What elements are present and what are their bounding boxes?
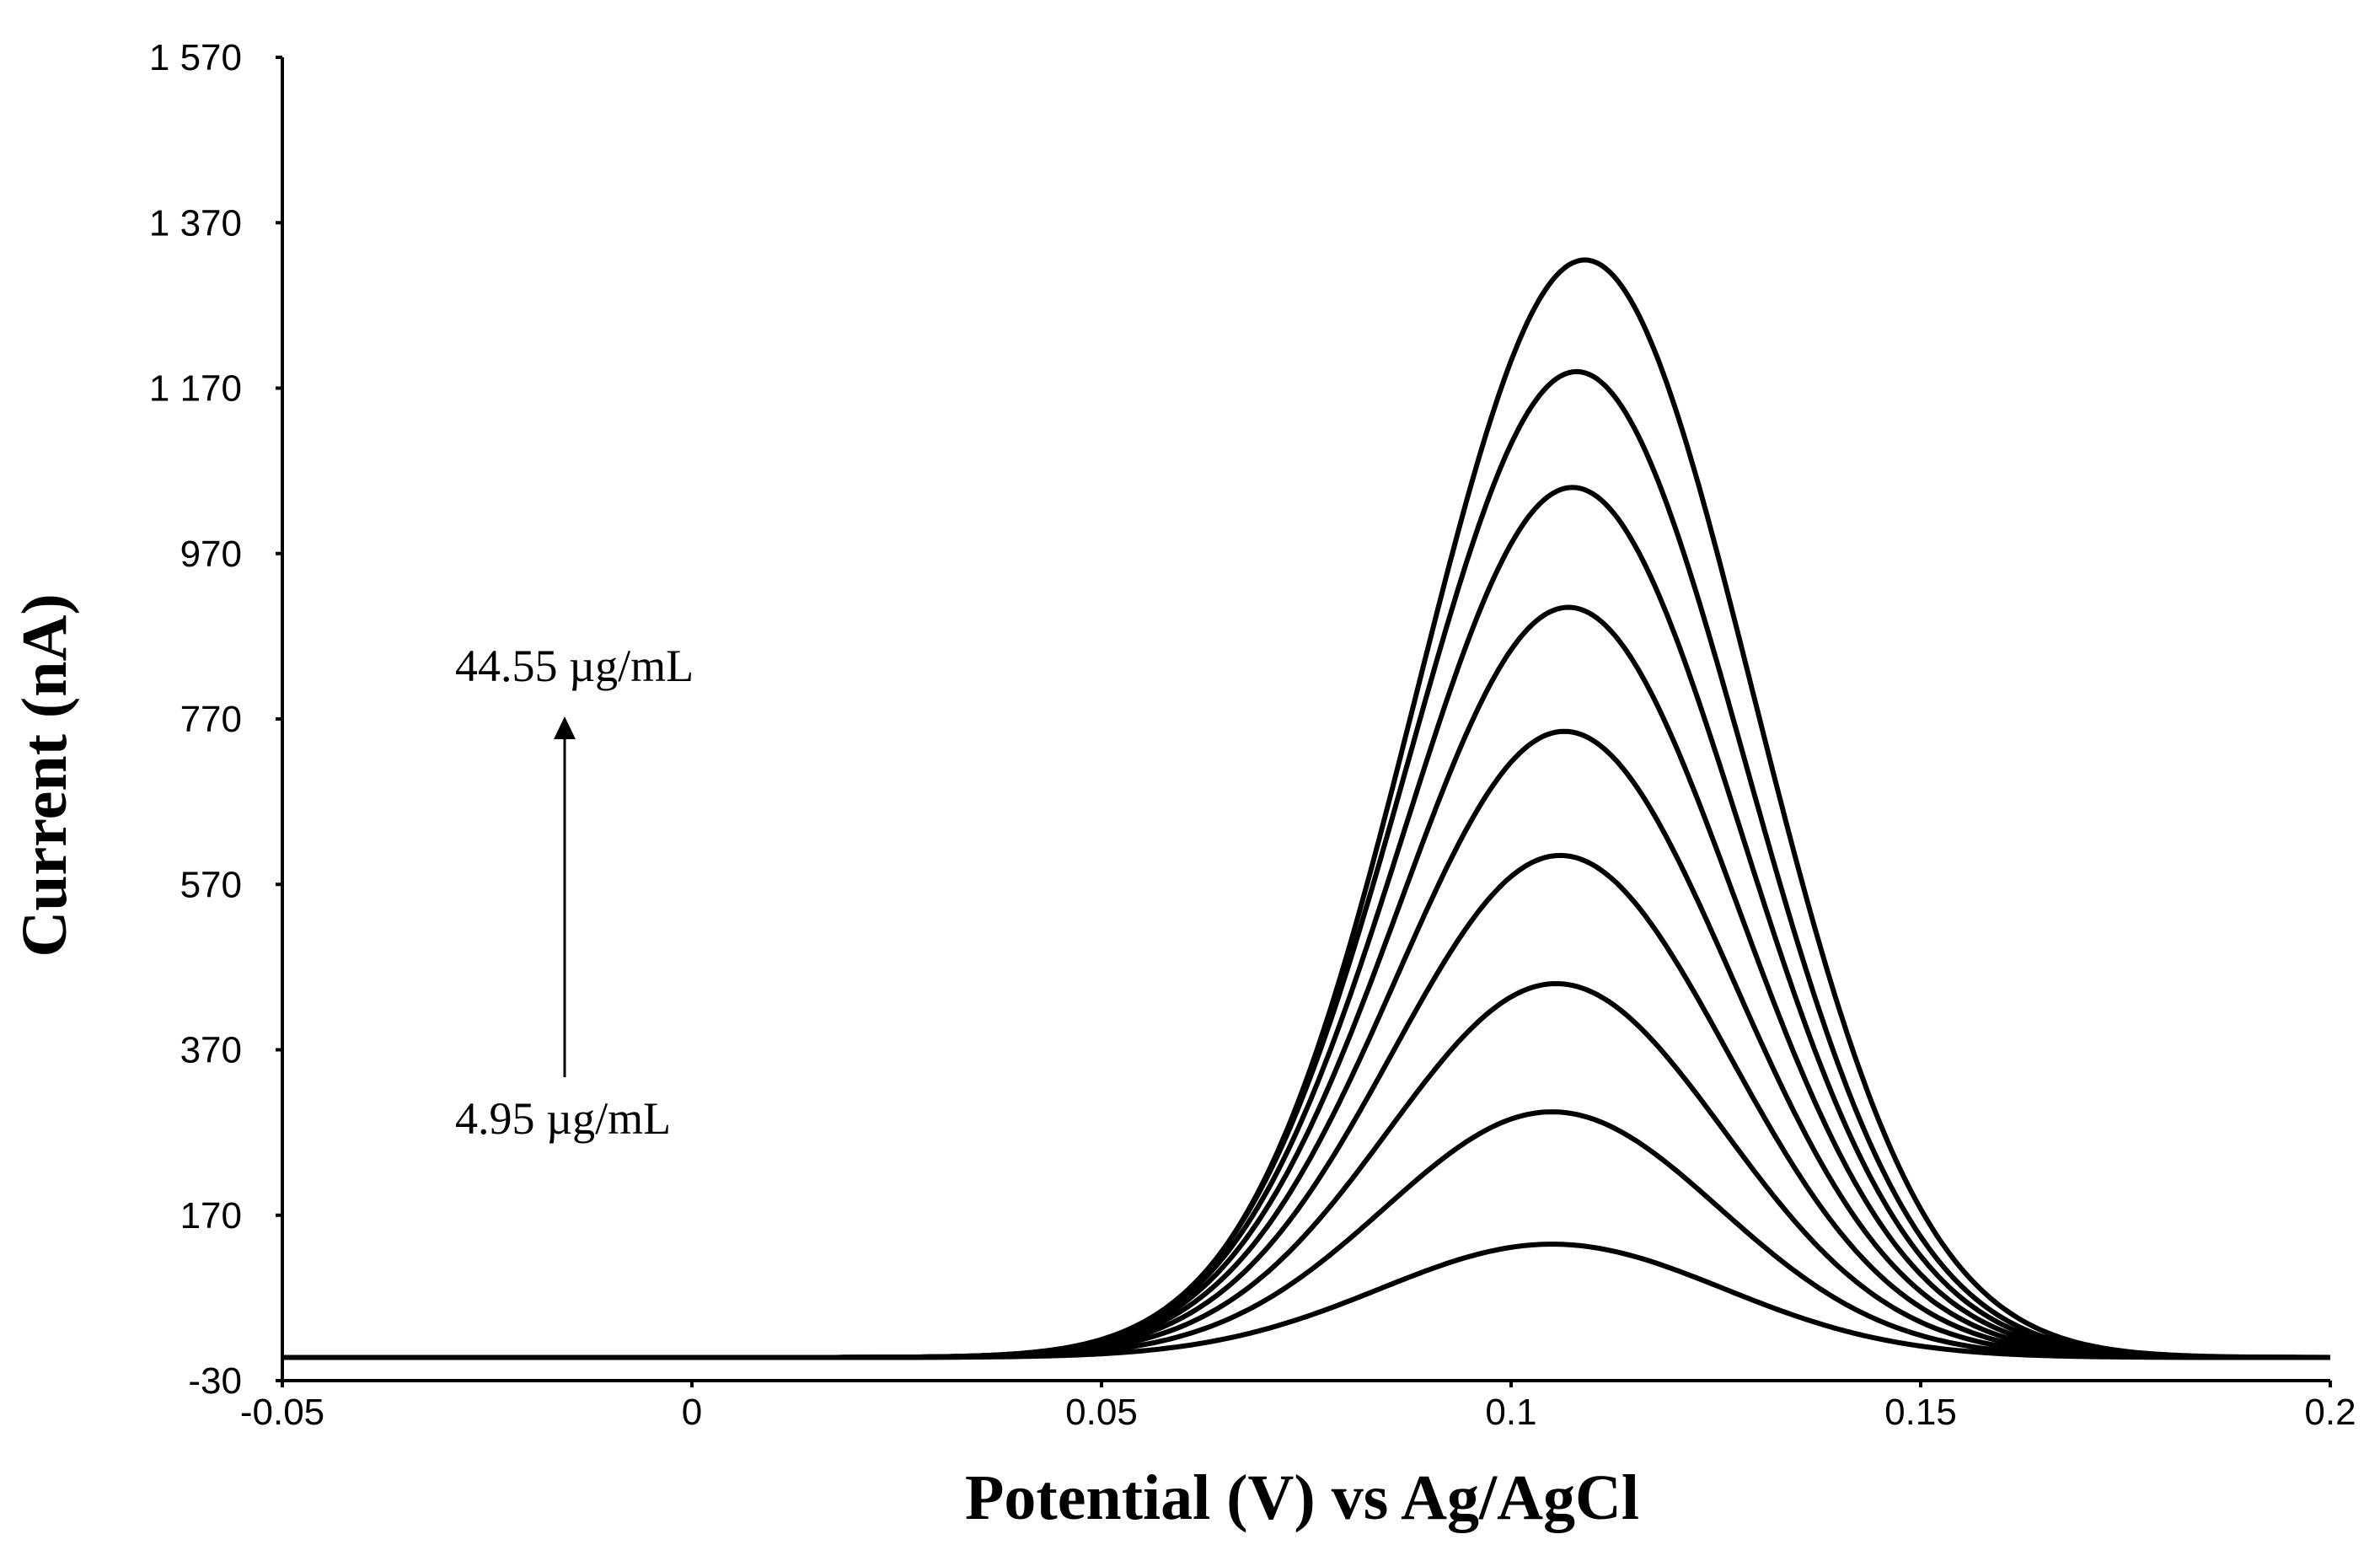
- y-tick-label: 570: [180, 864, 242, 905]
- x-tick-label: 0.2: [2304, 1392, 2356, 1433]
- arrow-head-icon: [554, 716, 576, 739]
- bottom-concentration-label: 4.95 µg/mL: [455, 1093, 671, 1144]
- series-line-7: [282, 485, 2330, 1360]
- x-tick-label: 0.1: [1485, 1392, 1536, 1433]
- x-tick-label: 0.15: [1884, 1392, 1957, 1433]
- y-tick-label: 170: [180, 1195, 242, 1236]
- y-axis-title: Current (nA): [9, 593, 80, 957]
- series-line-9: [282, 257, 2331, 1360]
- series-line-8: [282, 368, 2330, 1360]
- x-tick-label: 0.05: [1065, 1392, 1138, 1433]
- series-line-6: [282, 604, 2330, 1360]
- axes-group: [276, 56, 2332, 1387]
- y-tick-label: 1 170: [149, 368, 242, 410]
- y-tick-label: 970: [180, 534, 242, 575]
- y-tick-label: 1 370: [149, 202, 242, 244]
- top-concentration-label: 44.55 µg/mL: [455, 641, 694, 691]
- y-tick-label: -30: [188, 1360, 242, 1402]
- y-tick-label: 770: [180, 699, 242, 740]
- x-tick-label: 0: [682, 1392, 702, 1433]
- tick-labels-group: -30 170 370 570 770 970 1 170 1 370 1 570 -0.05 0 0…: [149, 37, 2356, 1433]
- series-line-3: [282, 981, 2330, 1360]
- y-tick-label: 1 570: [149, 37, 242, 78]
- series-line-5: [282, 728, 2330, 1360]
- x-axis-title: Potential (V) vs Ag/AgCl: [965, 1462, 1639, 1533]
- x-tick-label: -0.05: [240, 1392, 324, 1433]
- curves-group: [282, 257, 2331, 1360]
- y-tick-label: 370: [180, 1030, 242, 1071]
